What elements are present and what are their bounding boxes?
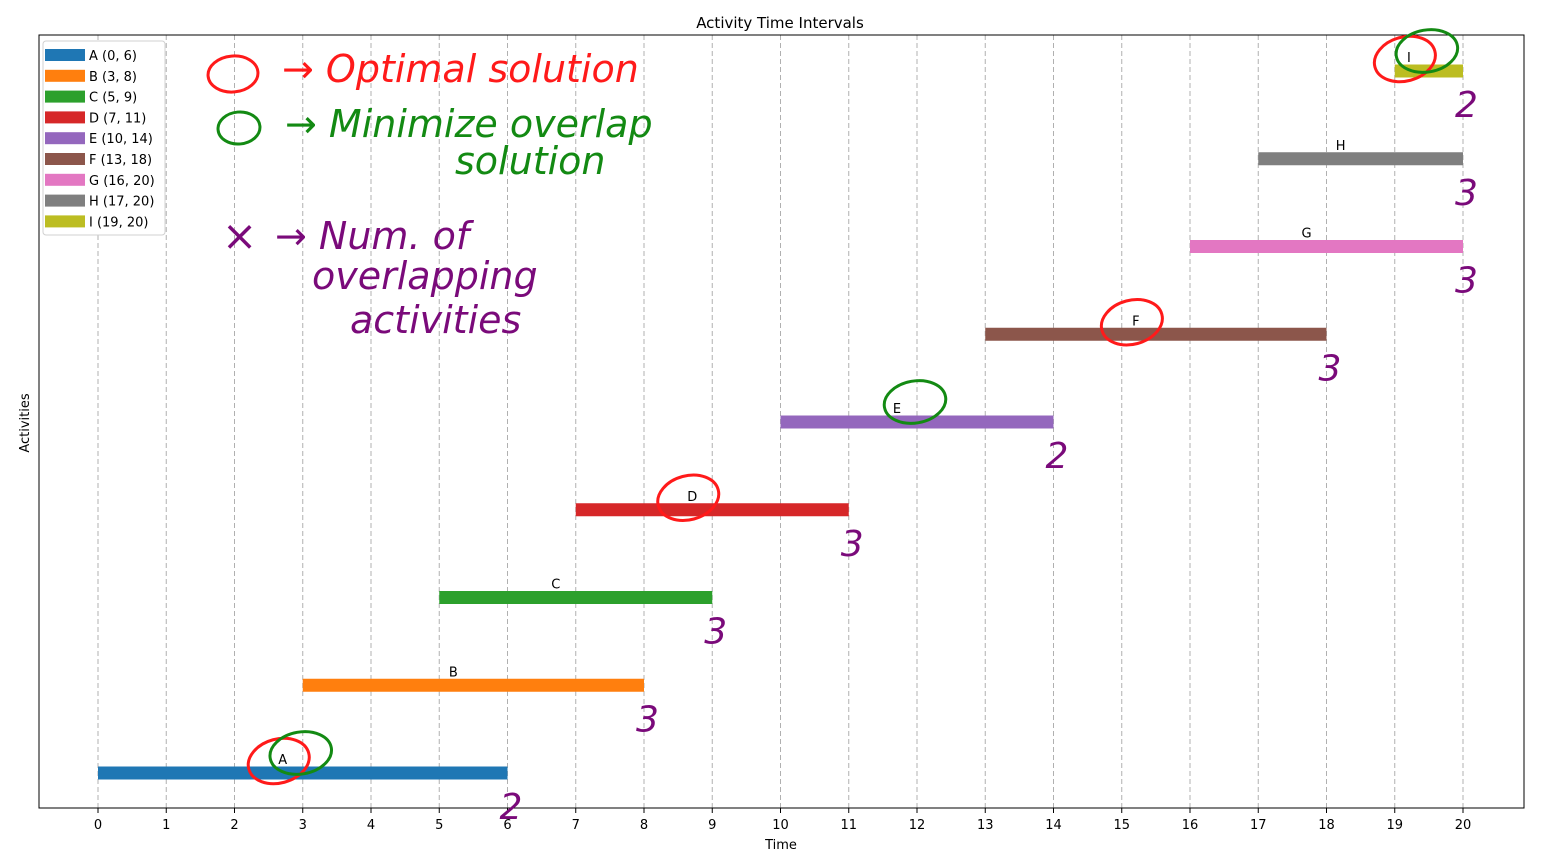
x-tick-label: 9 xyxy=(708,818,716,833)
x-tick-label: 15 xyxy=(1113,818,1130,833)
legend-entry: A (0, 6) xyxy=(89,49,137,64)
plot-frame xyxy=(38,34,1525,809)
x-tick-label: 17 xyxy=(1250,818,1267,833)
legend-swatch xyxy=(45,69,85,82)
chart-title: Activity Time Intervals xyxy=(696,14,864,32)
y-axis-label: Activities xyxy=(18,393,33,453)
note-optimal-symbol xyxy=(206,54,260,94)
x-tick-label: 3 xyxy=(299,818,307,833)
note-optimal-text: → Optimal solution xyxy=(282,47,639,91)
optimal-solution-circle xyxy=(656,473,721,522)
activity-bar-h xyxy=(1258,152,1463,166)
activity-label-g: G xyxy=(1301,227,1311,242)
minimize-overlap-circle xyxy=(882,379,948,425)
x-tick-label: 6 xyxy=(503,818,511,833)
legend-entry: B (3, 8) xyxy=(89,70,137,85)
legend-swatch xyxy=(45,111,85,124)
activity-label-a: A xyxy=(278,753,287,768)
x-tick-label: 5 xyxy=(435,818,443,833)
legend-entry: F (13, 18) xyxy=(89,153,152,168)
overlap-count-d: 3 xyxy=(841,524,864,565)
legend-swatch xyxy=(45,90,85,103)
overlap-count-h: 3 xyxy=(1455,173,1478,214)
legend-entry: I (19, 20) xyxy=(89,215,148,230)
optimal-solution-circle xyxy=(1372,34,1437,84)
overlap-count-c: 3 xyxy=(704,612,727,653)
legend-entry: D (7, 11) xyxy=(89,111,146,126)
legend-swatch xyxy=(45,215,85,228)
x-tick-label: 1 xyxy=(162,818,170,833)
overlap-count-f: 3 xyxy=(1319,348,1342,389)
activity-label-c: C xyxy=(551,578,560,593)
x-tick-label: 10 xyxy=(772,818,789,833)
activity-label-d: D xyxy=(687,490,697,505)
legend-box xyxy=(42,40,166,236)
optimal-solution-circle xyxy=(246,736,311,786)
overlap-count-i: 2 xyxy=(1455,85,1478,126)
overlap-count-a: 2 xyxy=(500,787,523,828)
optimal-solution-circle xyxy=(1099,298,1164,347)
activity-label-h: H xyxy=(1336,139,1346,154)
activity-label-e: E xyxy=(893,402,901,417)
activity-bar-g xyxy=(1190,240,1463,253)
activity-bar-c xyxy=(439,591,713,604)
x-tick-label: 8 xyxy=(640,818,648,833)
x-tick-label: 14 xyxy=(1045,818,1062,833)
note-count-symbol: × xyxy=(222,211,257,260)
note-minimize-symbol xyxy=(216,110,262,146)
x-tick-label: 18 xyxy=(1318,818,1335,833)
legend-swatch xyxy=(45,173,85,186)
x-tick-label: 20 xyxy=(1455,818,1472,833)
legend-entry: H (17, 20) xyxy=(89,195,154,210)
note-count-text-3: activities xyxy=(350,298,521,342)
activity-label-b: B xyxy=(449,665,458,680)
legend-swatch xyxy=(45,132,85,145)
x-tick-label: 7 xyxy=(572,818,580,833)
activity-label-f: F xyxy=(1132,314,1139,329)
minimize-overlap-circle xyxy=(1394,28,1460,74)
overlap-count-e: 2 xyxy=(1046,436,1069,477)
x-tick-label: 4 xyxy=(367,818,375,833)
note-count-text-2: overlapping xyxy=(312,254,538,298)
legend-entry: C (5, 9) xyxy=(89,91,137,106)
overlap-count-g: 3 xyxy=(1455,261,1478,302)
minimize-overlap-circle xyxy=(268,730,333,776)
x-axis-label: Time xyxy=(764,838,797,853)
x-tick-label: 19 xyxy=(1386,818,1403,833)
x-tick-label: 16 xyxy=(1182,818,1199,833)
activity-bar-b xyxy=(302,678,644,692)
x-tick-label: 13 xyxy=(977,818,994,833)
legend-entry: E (10, 14) xyxy=(89,132,153,147)
x-tick-label: 12 xyxy=(909,818,926,833)
legend-entry: G (16, 20) xyxy=(89,174,155,189)
overlap-count-b: 3 xyxy=(636,699,659,740)
note-count-text: → Num. of xyxy=(275,214,475,258)
activity-label-i: I xyxy=(1407,51,1411,66)
legend-swatch xyxy=(45,49,85,61)
note-minimize-text-2: solution xyxy=(455,139,605,183)
legend-swatch xyxy=(45,153,85,165)
legend-swatch xyxy=(45,194,85,207)
x-tick-label: 0 xyxy=(94,818,102,833)
x-tick-label: 2 xyxy=(230,818,238,833)
note-minimize-text: → Minimize overlap xyxy=(285,102,653,146)
x-tick-label: 11 xyxy=(840,818,857,833)
